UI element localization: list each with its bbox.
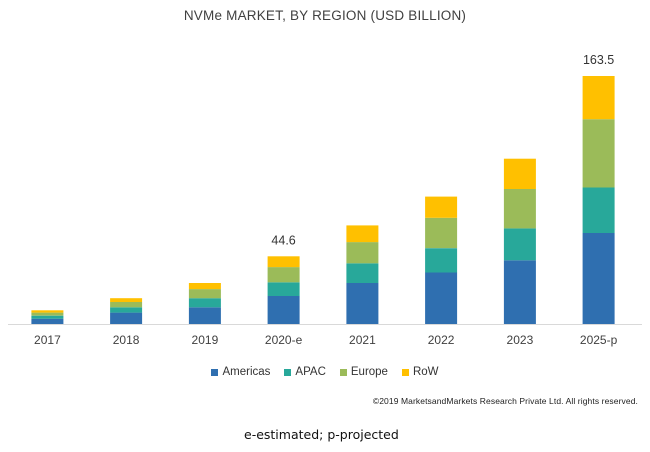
bar-apac-2018 — [110, 307, 143, 313]
x-tick-label: 2021 — [349, 333, 376, 347]
x-tick-label: 2020-e — [265, 333, 303, 347]
bar-row-2018 — [110, 298, 143, 302]
footnote: e-estimated; p-projected — [244, 427, 399, 442]
chart-title: NVMe MARKET, BY REGION (USD BILLION) — [183, 8, 467, 23]
legend-item-americas: Americas — [211, 366, 270, 378]
bar-americas-2019 — [188, 307, 221, 324]
legend-label: Europe — [350, 366, 388, 378]
bar-apac-2023 — [503, 228, 536, 261]
bar-americas-2018 — [110, 312, 143, 324]
chart-legend: Americas APAC Europe RoW — [0, 366, 650, 378]
x-tick-label: 2025-p — [580, 333, 618, 347]
bar-americas-2020-e — [267, 295, 300, 324]
bar-apac-2025-p — [582, 187, 615, 233]
bar-europe-2021 — [346, 242, 379, 264]
bar-europe-2017 — [31, 312, 64, 316]
bar-europe-2025-p — [582, 119, 615, 188]
legend-item-europe: Europe — [339, 366, 388, 378]
data-label-total: 163.5 — [583, 53, 614, 67]
bar-americas-2021 — [346, 283, 379, 324]
bar-row-2019 — [188, 283, 221, 290]
bar-row-2020-e — [267, 256, 300, 268]
legend-item-apac: APAC — [284, 366, 326, 378]
legend-label: APAC — [295, 366, 326, 378]
x-tick-label: 2017 — [34, 333, 61, 347]
bar-apac-2017 — [31, 315, 64, 319]
bar-americas-2023 — [503, 260, 536, 324]
legend-label: RoW — [412, 366, 439, 378]
bar-europe-2018 — [110, 302, 143, 308]
x-tick-label: 2022 — [428, 333, 455, 347]
copyright-notice: ©2019 MarketsandMarkets Research Private… — [372, 396, 638, 406]
bar-americas-2025-p — [582, 233, 615, 324]
bar-row-2021 — [346, 225, 379, 243]
bar-americas-2017 — [31, 318, 64, 324]
bar-apac-2019 — [188, 298, 221, 308]
bar-europe-2019 — [188, 289, 221, 299]
x-tick-label: 2023 — [507, 333, 534, 347]
data-label-total: 44.6 — [271, 233, 295, 247]
bar-europe-2023 — [503, 189, 536, 229]
bar-apac-2022 — [425, 248, 458, 273]
bar-row-2017 — [31, 310, 64, 313]
legend-swatch — [401, 368, 409, 376]
bar-row-2022 — [425, 196, 458, 218]
legend-item-row: RoW — [401, 366, 439, 378]
bar-americas-2022 — [425, 272, 458, 324]
legend-swatch — [211, 368, 219, 376]
bar-row-2025-p — [582, 76, 615, 120]
x-tick-label: 2019 — [192, 333, 219, 347]
bar-apac-2021 — [346, 263, 379, 283]
bar-row-2023 — [503, 158, 536, 189]
legend-swatch — [284, 368, 292, 376]
legend-swatch — [339, 368, 347, 376]
legend-label: Americas — [222, 366, 271, 378]
bar-europe-2022 — [425, 217, 458, 249]
bar-apac-2020-e — [267, 282, 300, 296]
bar-europe-2020-e — [267, 267, 300, 283]
x-tick-label: 2018 — [113, 333, 140, 347]
